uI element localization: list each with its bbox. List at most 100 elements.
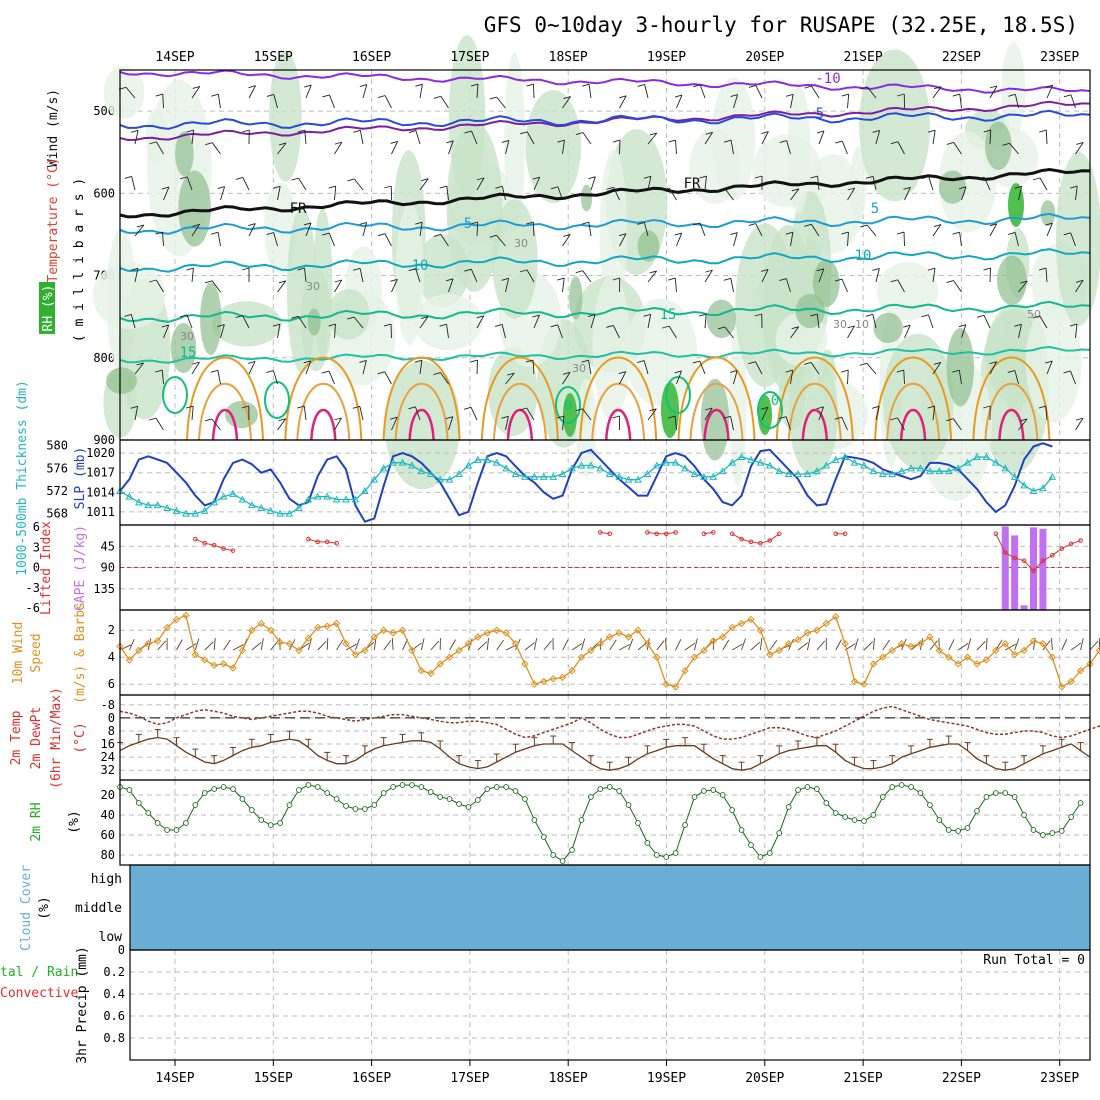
wind-barb: [1075, 186, 1078, 201]
date-label-top: 21SEP: [844, 50, 883, 65]
wind-barb-flag: [408, 268, 416, 272]
wind-barb: [1018, 280, 1028, 293]
temp-contour-0-loop: [555, 386, 581, 424]
cloud-label-1: Cloud Cover: [19, 865, 34, 951]
wind-barb-flag: [322, 232, 330, 236]
wind-barb: [875, 130, 881, 145]
temp-tick: 0: [108, 711, 115, 725]
wind-barb-flag: [352, 267, 361, 271]
thickness-tick: 580: [46, 439, 68, 453]
wind-barb: [532, 360, 535, 375]
wind-barb: [668, 325, 677, 339]
rh2m-marker: [917, 790, 924, 796]
wind-barb-flag: [1008, 93, 1016, 97]
wind-barb: [643, 222, 649, 237]
wind-barb: [761, 131, 769, 145]
wind10-marker: [191, 650, 200, 659]
thickness-marker: [624, 475, 633, 483]
rh2m-marker: [861, 818, 867, 824]
wind-barb: [676, 94, 683, 109]
wind10-marker: [766, 650, 774, 659]
wind-barb-flag: [550, 324, 558, 328]
thickness-tick: 572: [46, 484, 68, 498]
wind10-marker: [483, 629, 491, 637]
wind-barb: [191, 224, 201, 237]
wind-barb-flag: [272, 323, 281, 327]
wind10-barb: [750, 641, 761, 651]
rh2m-tick: 40: [101, 808, 115, 822]
wind-barb-flag: [618, 233, 627, 237]
wind-barb-flag: [433, 372, 441, 375]
thickness-marker: [803, 469, 812, 477]
rh2m-marker: [588, 794, 594, 800]
wind10-barb: [948, 639, 955, 651]
wind10-marker: [455, 646, 463, 655]
cape-tick: 45: [101, 539, 115, 553]
date-label-bottom: 14SEP: [155, 1071, 194, 1086]
wind-barb: [953, 142, 962, 155]
thickness-marker: [634, 475, 642, 483]
wind10-marker: [888, 646, 896, 655]
wind10-marker: [502, 629, 510, 637]
wind-barb-flag: [1075, 417, 1084, 421]
wind-barb: [755, 85, 763, 99]
wind-barb: [186, 314, 193, 329]
wind-barb-flag: [989, 223, 997, 227]
wind-barb: [297, 316, 307, 329]
wind-barb-flag: [748, 84, 756, 88]
wind-barb-flag: [927, 405, 935, 409]
wind-barb-flag: [532, 314, 540, 318]
wind-barb-flag: [507, 372, 515, 376]
wind-barb: [277, 324, 281, 339]
wind-barb: [303, 406, 307, 421]
thickness-marker: [379, 464, 388, 472]
wind-barb-flag: [501, 139, 510, 143]
wind-barb-flag: [390, 140, 398, 144]
wind-barb-flag: [668, 277, 676, 281]
wind10-marker: [1058, 683, 1066, 691]
date-label-bottom: 18SEP: [549, 1071, 588, 1086]
wind10-barb: [835, 639, 842, 651]
wind-barb: [526, 131, 535, 145]
thickness-marker: [219, 492, 228, 500]
wind-barb-flag: [131, 129, 139, 133]
lifted-index-marker: [221, 546, 226, 551]
wind10-barb: [816, 640, 826, 651]
pressure-tick: 600: [93, 186, 115, 200]
lifted-index-marker: [654, 531, 660, 537]
panel-frame-temp: [119, 694, 1091, 781]
thickness-marker: [229, 489, 237, 497]
thickness-marker: [615, 472, 623, 480]
temp-contour-20-arch: [677, 356, 756, 441]
lifted-index-line: [647, 531, 676, 535]
rh-contour-label: 30: [833, 318, 847, 331]
wind-barb-flag: [297, 405, 305, 409]
rh2m-marker: [475, 797, 481, 803]
wind-barb: [1045, 129, 1048, 145]
dewpoint-line: [119, 705, 1100, 740]
wind-barb-flag: [563, 96, 571, 99]
wind10-marker: [803, 629, 812, 637]
precip-tick: 0.2: [103, 965, 125, 979]
lifted-index-marker: [701, 531, 707, 537]
wind-barb-flag: [896, 369, 904, 373]
wind-barb-flag: [155, 93, 163, 97]
wind-barb-flag: [489, 96, 497, 100]
thickness-marker: [304, 495, 313, 503]
run-total-label: Run Total = 0: [983, 953, 1085, 968]
wind-barb-flag: [390, 416, 398, 420]
temp-contour-25-arch: [984, 382, 1039, 441]
wind-barb: [755, 361, 763, 375]
temp-contour--10: [119, 69, 1091, 94]
wind-barb-flag: [748, 223, 756, 226]
rh2m-marker: [851, 817, 858, 823]
rh-shading-dark: [307, 308, 321, 336]
wind-barb: [501, 324, 506, 339]
wind-barb-flag: [865, 313, 873, 317]
date-label-top: 23SEP: [1040, 50, 1079, 65]
wind10-barb: [1051, 637, 1053, 651]
wind-barb: [872, 314, 877, 329]
temp-contour-30-arch: [211, 408, 239, 441]
temp-contour-30-arch: [408, 408, 435, 441]
wind-barb: [790, 188, 800, 201]
